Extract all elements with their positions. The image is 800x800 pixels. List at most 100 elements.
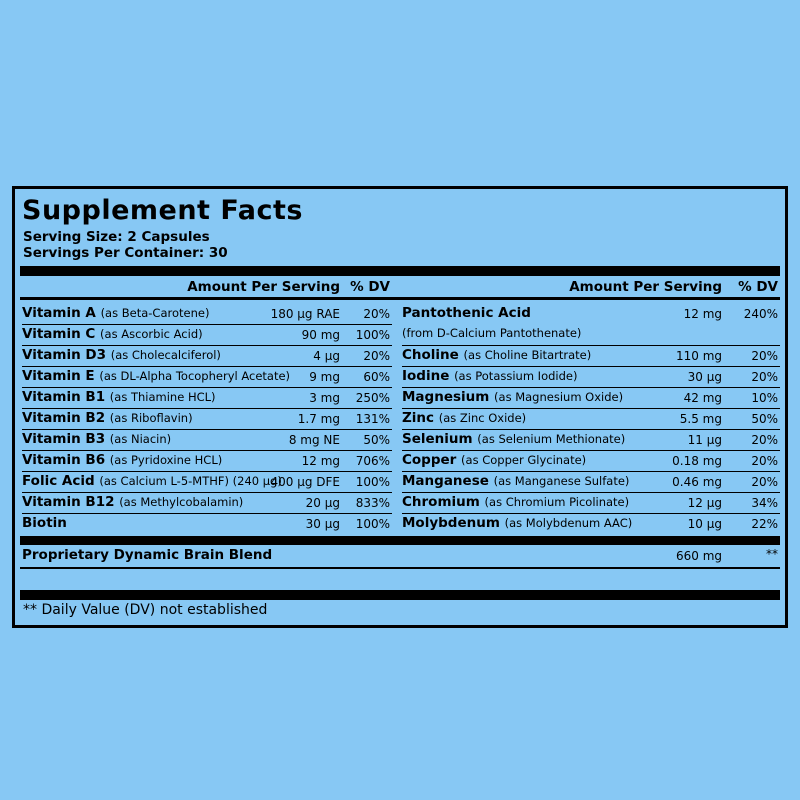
nutrient-label: Vitamin B2 [22,410,106,426]
daily-value: 833% [355,496,390,510]
row-divider [22,429,392,430]
nutrient-name: Zinc (as Zinc Oxide) [402,410,527,426]
rule [20,297,780,300]
nutrient-name: Copper (as Copper Glycinate) [402,453,587,468]
nutrient-label: Zinc [402,410,435,426]
row-divider [22,471,392,472]
daily-value: 20% [363,349,390,363]
nutrient-source: (as Calcium L-5-MTHF) (240 µg) [99,474,282,488]
servings-per-container: Servings Per Container: 30 [23,245,228,261]
nutrient-name: Molybdenum (as Molybdenum AAC) [402,515,633,531]
nutrient-label: Vitamin C [22,326,96,342]
nutrient-label: Vitamin E [22,368,95,384]
serving-size: Serving Size: 2 Capsules [23,229,210,245]
nutrient-source: (as Chromium Picolinate) [484,495,630,509]
nutrient-label: Choline [402,347,459,363]
nutrient-label: Folic Acid [22,473,95,489]
nutrient-name: Magnesium (as Magnesium Oxide) [402,389,623,405]
amount: 110 mg [675,349,722,363]
row-divider [22,450,392,451]
nutrient-source: (as Pyridoxine HCL) [109,453,223,467]
nutrient-label: Selenium [402,431,473,447]
nutrient-label: Iodine [402,368,450,384]
nutrient-source: (as Ascorbic Acid) [100,327,203,341]
daily-value: 50% [751,412,778,426]
nutrient-name: Vitamin E (as DL-Alpha Tocopheryl Acetat… [22,368,290,384]
nutrient-source: (as Molybdenum AAC) [504,516,633,530]
row-divider [22,366,392,367]
nutrient-source: (as Thiamine HCL) [109,390,216,404]
row-divider [402,492,780,493]
row-divider [22,408,392,409]
nutrient-source: (as Selenium Methionate) [477,432,626,446]
row-divider [22,513,392,514]
row-divider [402,450,780,451]
nutrient-source: (as Beta-Carotene) [100,306,210,320]
daily-value: 50% [363,433,390,447]
nutrient-source: (as Copper Glycinate) [461,453,587,467]
nutrient-label: Pantothenic Acid [402,305,531,321]
daily-value: 20% [363,307,390,321]
nutrient-label: Biotin [22,515,67,531]
daily-value: 100% [355,475,390,489]
header-amount: Amount Per Serving [569,279,722,295]
nutrient-name: Chromium (as Chromium Picolinate) [402,495,630,510]
blend-dv: ** [766,547,778,561]
nutrient-label: Vitamin B3 [22,431,106,447]
header-dv: % DV [350,279,390,295]
nutrient-name: Vitamin B2 (as Riboflavin) [22,410,193,426]
amount: 0.46 mg [672,475,722,489]
nutrient-label: Vitamin B12 [22,494,115,510]
daily-value: 706% [355,454,390,468]
nutrient-source: (as Methylcobalamin) [119,495,244,509]
amount: 1.7 mg [297,412,340,426]
nutrient-source: (as Choline Bitartrate) [463,348,592,362]
amount: 12 mg [683,307,722,321]
nutrient-name: Folic Acid (as Calcium L-5-MTHF) (240 µg… [22,473,282,489]
nutrient-name: Vitamin B6 (as Pyridoxine HCL) [22,452,223,468]
thick-rule [20,266,780,276]
daily-value: 20% [751,454,778,468]
nutrient-name: Vitamin C (as Ascorbic Acid) [22,326,203,342]
daily-value: 20% [751,370,778,384]
daily-value: 250% [355,391,390,405]
nutrient-source: (as Manganese Sulfate) [493,474,630,488]
nutrient-label: Vitamin D3 [22,347,107,363]
header-amount: Amount Per Serving [187,279,340,295]
nutrient-label: Magnesium [402,389,490,405]
blend-amount: 660 mg [675,549,722,563]
row-divider [402,408,780,409]
facts-panel [12,186,788,628]
nutrient-name: Biotin [22,515,67,531]
amount: 30 µg [305,517,340,531]
rule [20,567,780,569]
nutrient-source: (as Zinc Oxide) [438,411,527,425]
row-divider [402,366,780,367]
daily-value: 34% [751,496,778,510]
nutrient-label: Vitamin B1 [22,389,106,405]
row-divider [22,324,392,325]
amount: 20 µg [305,496,340,510]
amount: 11 µg [687,433,722,447]
amount: 30 µg [687,370,722,384]
daily-value: 100% [355,328,390,342]
row-divider [402,513,780,514]
row-divider [402,429,780,430]
nutrient-name: Vitamin B1 (as Thiamine HCL) [22,389,216,405]
daily-value: 60% [363,370,390,384]
amount: 42 mg [683,391,722,405]
daily-value: 20% [751,349,778,363]
nutrient-label: Molybdenum [402,515,500,531]
nutrient-name: Iodine (as Potassium Iodide) [402,368,577,384]
nutrient-label: Vitamin B6 [22,452,106,468]
amount: 90 mg [301,328,340,342]
nutrient-name: Vitamin D3 (as Cholecalciferol) [22,347,221,363]
amount: 3 mg [309,391,340,405]
nutrient-label: Vitamin A [22,305,96,321]
nutrient-name: Selenium (as Selenium Methionate) [402,431,626,447]
header-dv: % DV [738,279,778,295]
row-divider [402,345,780,346]
amount: 180 µg RAE [270,307,340,321]
amount: 9 mg [309,370,340,384]
